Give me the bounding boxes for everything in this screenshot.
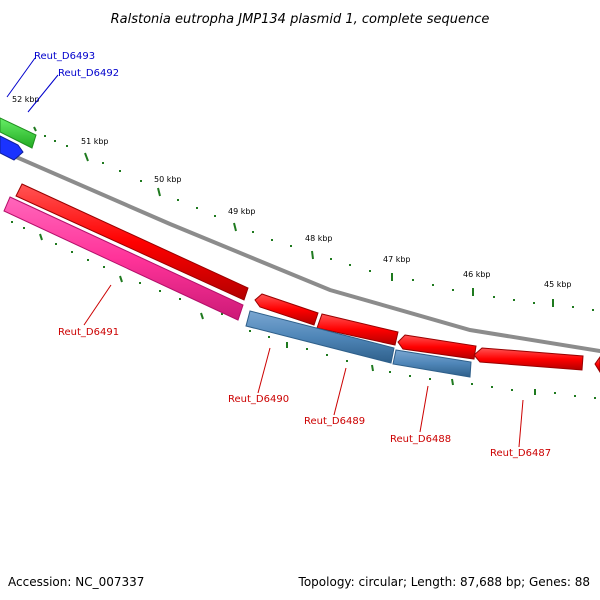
tick-label-47kbp: 47 kbp: [383, 255, 411, 264]
topology-summary-text: Topology: circular; Length: 87,688 bp; G…: [298, 575, 590, 589]
label-leader-lines: [6, 57, 524, 448]
gene-Reut_D6491[interactable]: [3, 196, 244, 321]
tick-label-52kbp: 52 kbp: [12, 95, 40, 104]
gene-label-Reut_D6488[interactable]: Reut_D6488: [390, 434, 451, 445]
tick-label-49kbp: 49 kbp: [228, 207, 256, 216]
gene-red-arrow-e[interactable]: [594, 356, 600, 373]
outer-tick-marks: [33, 126, 594, 311]
tick-label-50kbp: 50 kbp: [154, 175, 182, 184]
inner-tick-marks: [11, 221, 596, 399]
gene-label-Reut_D6492[interactable]: Reut_D6492: [58, 68, 119, 79]
gene-red-arrow-b[interactable]: [316, 313, 399, 346]
tick-label-45kbp: 45 kbp: [544, 280, 572, 289]
gene-label-Reut_D6491[interactable]: Reut_D6491: [58, 327, 119, 338]
gene-Reut_D6492[interactable]: [0, 135, 24, 161]
tick-label-48kbp: 48 kbp: [305, 234, 333, 243]
gene-label-Reut_D6489[interactable]: Reut_D6489: [304, 416, 365, 427]
gene-red-arrow-a[interactable]: [254, 293, 319, 326]
gene-label-Reut_D6490[interactable]: Reut_D6490: [228, 394, 289, 405]
gene-red-arrow-d[interactable]: [473, 347, 584, 371]
gene-label-Reut_D6493[interactable]: Reut_D6493: [34, 51, 95, 62]
gene-Reut_D6489[interactable]: [392, 349, 472, 378]
gene-red-arrow-c[interactable]: [397, 334, 477, 360]
gene-label-Reut_D6487[interactable]: Reut_D6487: [490, 448, 551, 459]
map-title: Ralstonia eutropha JMP134 plasmid 1, com…: [111, 12, 490, 27]
backbone-arc: [0, 148, 600, 353]
tick-label-46kbp: 46 kbp: [463, 270, 491, 279]
gene-Reut_D6491-upper[interactable]: [15, 183, 249, 301]
accession-text: Accession: NC_007337: [8, 575, 144, 589]
gene-Reut_D6490[interactable]: [245, 310, 395, 364]
gene-Reut_D6493[interactable]: [0, 117, 37, 149]
tick-label-51kbp: 51 kbp: [81, 137, 109, 146]
